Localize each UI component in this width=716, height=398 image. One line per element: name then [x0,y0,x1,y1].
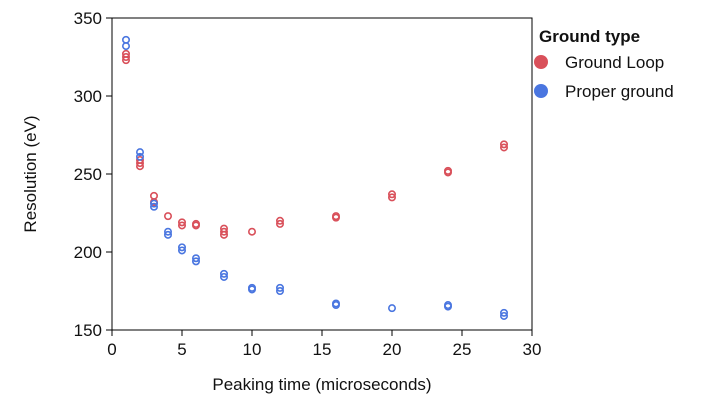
point-ground-loop-14 [220,227,229,236]
point-ground-loop-21 [387,190,396,199]
point-proper-ground-10 [192,254,201,263]
legend-label-ground-loop: Ground Loop [565,53,664,72]
point-proper-ground-13 [220,272,229,281]
point-proper-ground-19 [331,301,340,310]
point-proper-ground-11 [192,257,201,266]
point-ground-loop-20 [331,213,340,222]
point-ground-loop-17 [275,216,284,225]
plot-border [111,17,533,331]
point-proper-ground-9 [178,246,187,255]
point-ground-loop-12 [192,221,201,230]
point-ground-loop-5 [136,162,145,171]
point-proper-ground-22 [443,302,452,311]
x-axis: 0 5 10 15 20 25 30 [107,330,541,359]
data-points [122,35,508,320]
x-tick-label-25: 25 [453,340,472,359]
point-proper-ground-16 [275,283,284,292]
y-tick-label-150: 150 [74,321,102,340]
point-proper-ground-4 [150,199,159,208]
point-proper-ground-3 [136,152,145,161]
point-ground-loop-10 [178,221,187,230]
point-ground-loop-2 [122,56,131,65]
point-proper-ground-6 [164,227,173,236]
x-tick-label-20: 20 [383,340,402,359]
x-axis-label: Peaking time (microseconds) [212,375,431,394]
y-tick-label-250: 250 [74,165,102,184]
point-proper-ground-17 [275,286,284,295]
point-ground-loop-22 [387,193,396,202]
plot-area [111,17,533,331]
point-ground-loop-16 [248,227,257,236]
point-ground-loop-18 [275,219,284,228]
y-axis-label: Resolution (eV) [21,115,40,232]
legend-label-proper-ground: Proper ground [565,82,674,101]
x-tick-label-30: 30 [523,340,542,359]
point-ground-loop-8 [164,212,173,221]
point-proper-ground-23 [499,308,508,317]
point-ground-loop-25 [499,140,508,149]
legend-item-ground-loop: Ground Loop [534,53,664,72]
point-proper-ground-15 [248,285,257,294]
point-proper-ground-24 [499,311,508,320]
legend: Ground type Ground Loop Proper ground [534,27,674,101]
series-ground-loop [122,49,508,239]
y-tick-label-200: 200 [74,243,102,262]
point-proper-ground-12 [220,269,229,278]
point-ground-loop-6 [150,191,159,200]
point-proper-ground-2 [136,148,145,157]
point-ground-loop-24 [443,168,452,177]
legend-swatch-ground-loop [534,55,548,69]
point-proper-ground-8 [178,243,187,252]
legend-swatch-proper-ground [534,84,548,98]
y-tick-label-350: 350 [74,9,102,28]
point-proper-ground-20 [387,304,396,313]
point-ground-loop-15 [220,230,229,239]
series-proper-ground [122,35,508,320]
point-proper-ground-7 [164,230,173,239]
y-tick-label-300: 300 [74,87,102,106]
x-tick-label-15: 15 [313,340,332,359]
point-ground-loop-9 [178,218,187,227]
x-tick-label-10: 10 [243,340,262,359]
point-ground-loop-1 [122,52,131,61]
legend-title: Ground type [539,27,640,46]
point-proper-ground-5 [150,202,159,211]
x-tick-label-5: 5 [177,340,186,359]
legend-item-proper-ground: Proper ground [534,82,674,101]
y-axis: 150 200 250 300 350 [74,9,112,340]
point-ground-loop-26 [499,143,508,152]
point-proper-ground-1 [122,42,131,51]
x-tick-label-0: 0 [107,340,116,359]
